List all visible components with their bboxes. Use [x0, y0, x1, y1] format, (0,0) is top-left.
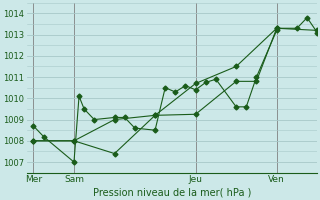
X-axis label: Pression niveau de la mer( hPa ): Pression niveau de la mer( hPa )	[93, 187, 251, 197]
